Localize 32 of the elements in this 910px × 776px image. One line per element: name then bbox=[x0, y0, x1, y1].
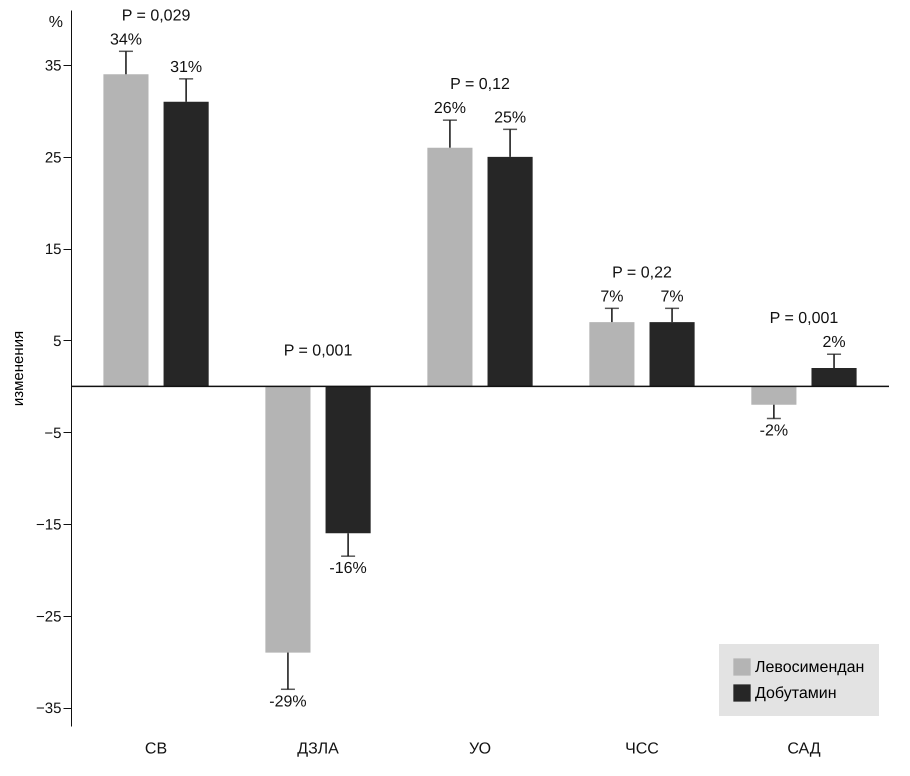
y-axis-title: изменения bbox=[10, 330, 28, 406]
data-label: -29% bbox=[269, 693, 307, 710]
data-label: 34% bbox=[110, 31, 142, 48]
y-tick-label: 25 bbox=[44, 149, 62, 166]
data-label: -2% bbox=[760, 422, 788, 440]
data-label: 31% bbox=[170, 58, 202, 76]
data-label: 25% bbox=[494, 109, 526, 126]
legend-label: Левосимендан bbox=[755, 659, 864, 676]
annotation: P = 0,029 bbox=[122, 7, 190, 24]
y-tick-label: −15 bbox=[36, 516, 62, 534]
x-tick-label: ДЗЛА bbox=[297, 740, 340, 758]
y-tick-label: 15 bbox=[44, 241, 62, 258]
annotation: P = 0,001 bbox=[770, 310, 838, 328]
data-label: -16% bbox=[329, 560, 367, 578]
data-label: 26% bbox=[434, 100, 466, 118]
x-tick-label: СВ bbox=[144, 740, 168, 758]
legend-label: Добутамин bbox=[755, 685, 837, 702]
y-tick-label: −5 bbox=[44, 424, 62, 442]
x-tick-label: УО bbox=[468, 740, 492, 758]
y-tick-label: −35 bbox=[36, 700, 62, 718]
y-tick-label: −25 bbox=[36, 608, 62, 626]
annotation: P = 0,12 bbox=[450, 76, 510, 94]
data-label: 7% bbox=[660, 288, 684, 306]
y-tick-label: 35 bbox=[44, 58, 62, 75]
data-label: 2% bbox=[822, 334, 846, 352]
x-tick-label: САД bbox=[787, 740, 821, 758]
y-tick-label: 5 bbox=[53, 332, 62, 350]
data-label: 7% bbox=[600, 288, 624, 306]
text: % bbox=[48, 14, 63, 31]
x-tick-label: ЧСС bbox=[625, 740, 659, 758]
annotation: P = 0,22 bbox=[612, 264, 672, 282]
annotation: P = 0,001 bbox=[284, 342, 352, 360]
